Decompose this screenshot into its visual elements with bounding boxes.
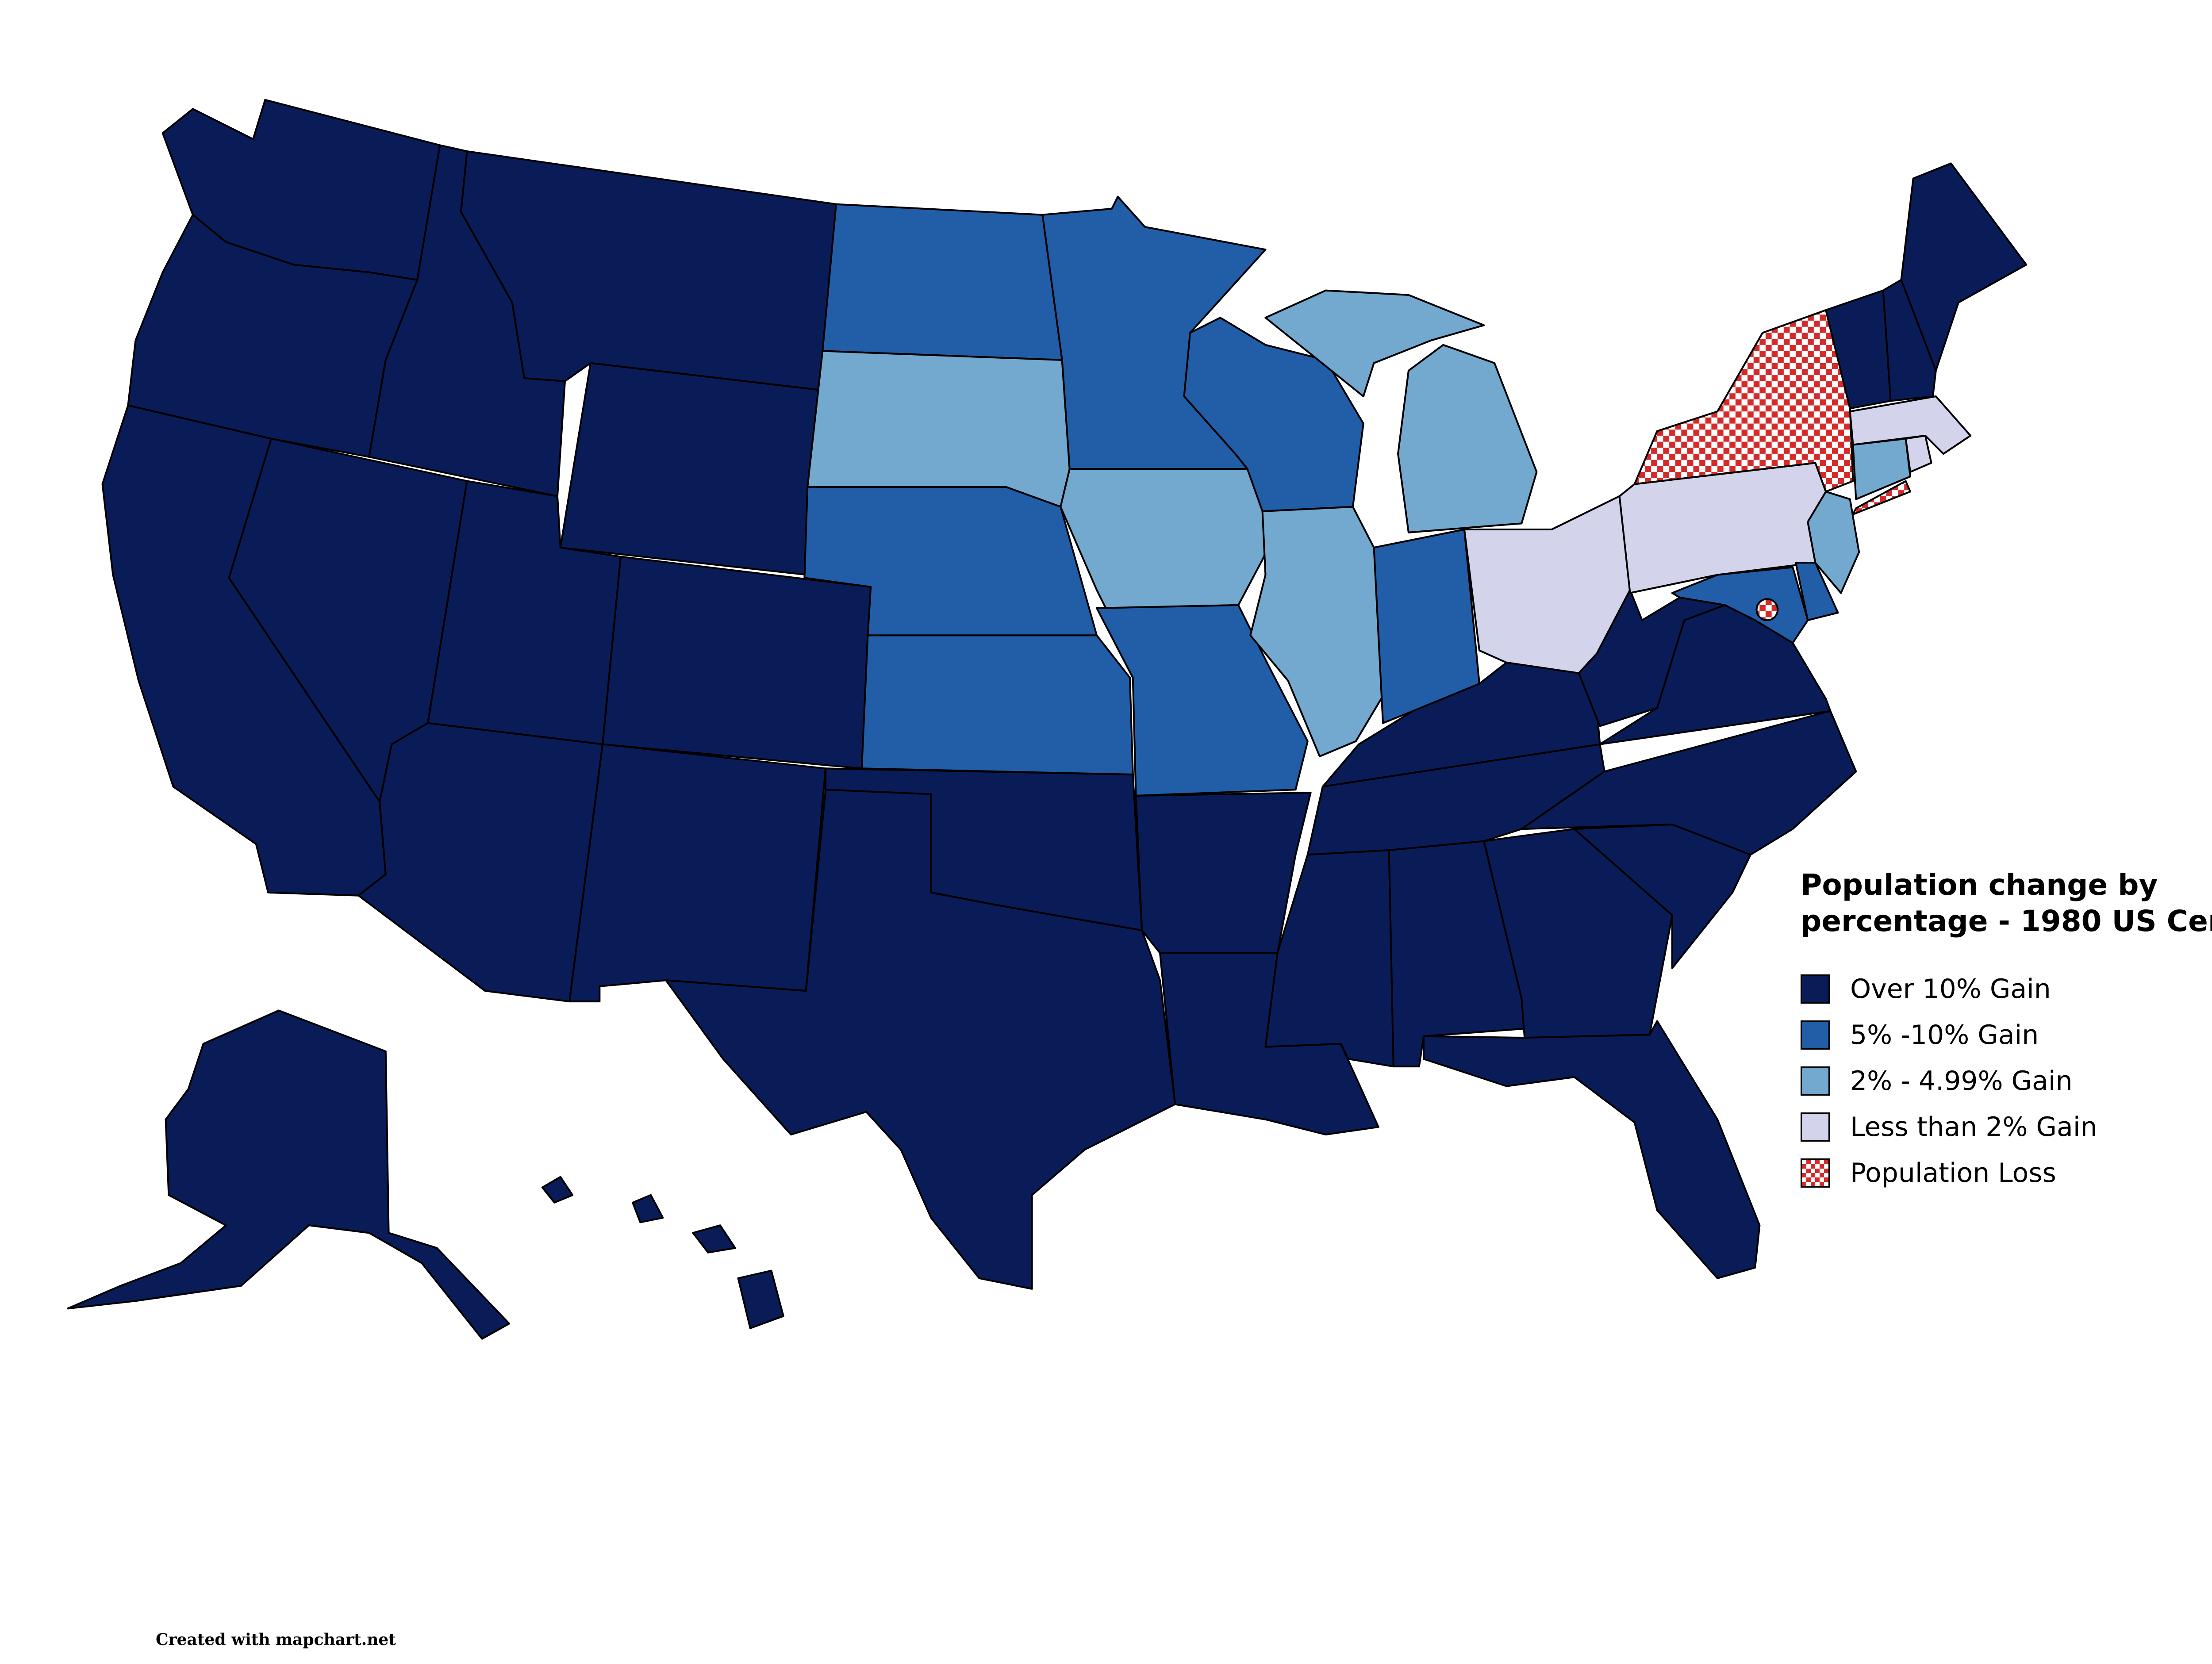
legend-label: Population Loss	[1850, 1158, 2056, 1189]
legend-label: Over 10% Gain	[1850, 974, 2051, 1005]
legend-item: Population Loss	[1801, 1150, 2212, 1196]
legend-item: 2% - 4.99% Gain	[1801, 1058, 2212, 1104]
state-IL	[1249, 506, 1384, 758]
state-MD	[1671, 566, 1809, 644]
state-MO	[1096, 604, 1309, 797]
state-TX	[665, 789, 1176, 1290]
legend-title-line-2: percentage - 1980 US Census	[1801, 904, 2212, 938]
state-NM	[568, 743, 827, 1003]
state-DC	[1755, 598, 1779, 621]
legend-item: Over 10% Gain	[1801, 966, 2212, 1012]
legend-title-line-1: Population change by	[1801, 868, 2158, 902]
state-MI	[1264, 289, 1538, 533]
state-NH	[1882, 279, 1937, 402]
state-AK	[67, 1009, 511, 1340]
state-FL	[1422, 1020, 1761, 1279]
legend-swatch	[1801, 1158, 1830, 1188]
legend-swatch	[1801, 974, 1830, 1004]
legend-swatch	[1801, 1066, 1830, 1096]
legend-item: 5% -10% Gain	[1801, 1012, 2212, 1058]
legend-title: Population change by percentage - 1980 U…	[1801, 867, 2212, 939]
state-CO	[602, 556, 872, 770]
legend-swatch	[1801, 1112, 1830, 1142]
state-RI	[1905, 434, 1932, 473]
state-IA	[1060, 468, 1279, 609]
legend-label: 2% - 4.99% Gain	[1850, 1066, 2073, 1097]
state-ND	[822, 203, 1063, 361]
state-NC	[1521, 710, 1857, 856]
map-legend: Population change by percentage - 1980 U…	[1801, 867, 2212, 1196]
state-AZ	[357, 722, 604, 1003]
state-MA	[1849, 395, 1972, 455]
legend-swatch	[1801, 1020, 1830, 1050]
credit-text: Created with mapchart.net	[156, 1630, 396, 1649]
state-NJ	[1807, 491, 1860, 594]
state-WY	[559, 362, 824, 576]
state-KS	[860, 634, 1134, 776]
legend-item: Less than 2% Gain	[1801, 1104, 2212, 1150]
state-HI	[541, 1176, 784, 1329]
legend-label: Less than 2% Gain	[1850, 1112, 2097, 1143]
legend-items: Over 10% Gain 5% -10% Gain 2% - 4.99% Gain…	[1801, 966, 2212, 1196]
state-SD	[806, 350, 1071, 508]
state-DE	[1795, 562, 1839, 621]
state-ME	[1900, 162, 2028, 372]
state-TN	[1306, 743, 1605, 856]
legend-label: 5% -10% Gain	[1850, 1020, 2039, 1051]
